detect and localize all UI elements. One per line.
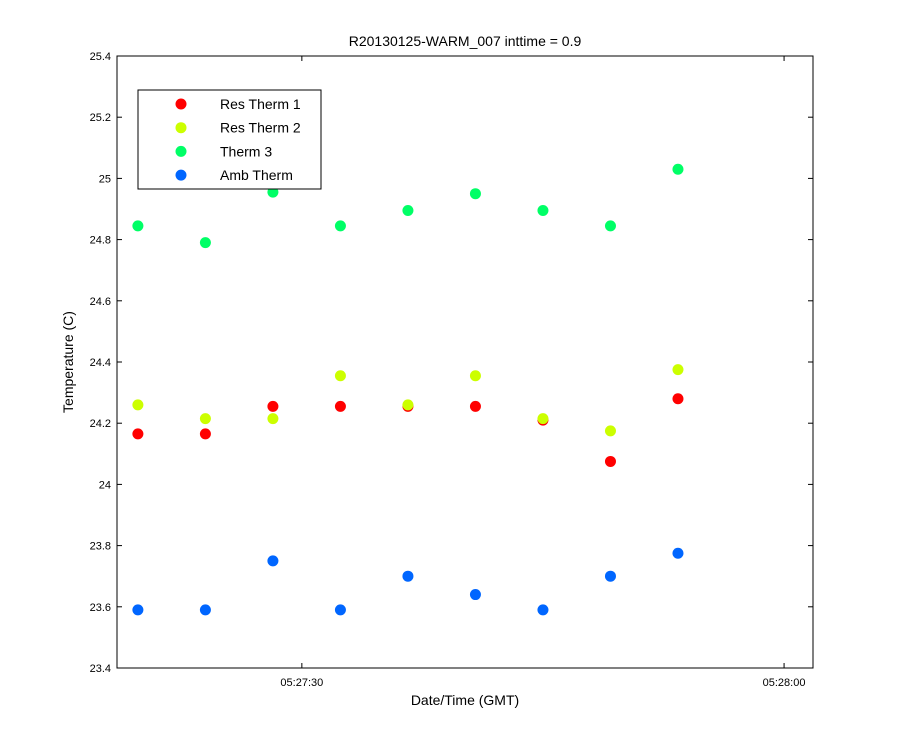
point-amb-therm (267, 555, 279, 567)
point-therm-3 (469, 188, 481, 200)
point-res-therm-1 (334, 400, 346, 412)
legend-marker-res-therm-2 (175, 122, 187, 134)
legend-marker-therm-3 (175, 145, 187, 157)
point-res-therm-2 (672, 364, 684, 376)
point-res-therm-2 (537, 413, 549, 425)
point-amb-therm (334, 604, 346, 616)
point-therm-3 (199, 237, 211, 249)
y-tick-label: 23.6 (90, 602, 111, 614)
legend-label-amb-therm: Amb Therm (220, 167, 293, 183)
legend-label-res-therm-1: Res Therm 1 (220, 96, 301, 112)
legend-marker-res-therm-1 (175, 98, 187, 110)
x-axis-label: Date/Time (GMT) (411, 692, 519, 708)
point-res-therm-1 (132, 428, 144, 440)
chart-title: R20130125-WARM_007 inttime = 0.9 (349, 33, 582, 49)
point-amb-therm (402, 570, 414, 582)
point-amb-therm (469, 589, 481, 601)
point-therm-3 (672, 163, 684, 175)
point-amb-therm (537, 604, 549, 616)
legend-label-res-therm-2: Res Therm 2 (220, 120, 301, 136)
data-points (132, 163, 684, 616)
point-res-therm-2 (604, 425, 616, 437)
point-res-therm-2 (199, 413, 211, 425)
y-axis-label: Temperature (C) (60, 311, 76, 413)
point-res-therm-1 (672, 393, 684, 405)
point-res-therm-2 (402, 399, 414, 411)
point-amb-therm (604, 570, 616, 582)
legend-label-therm-3: Therm 3 (220, 143, 272, 159)
y-tick-label: 24.2 (90, 418, 111, 430)
point-amb-therm (199, 604, 211, 616)
point-amb-therm (672, 547, 684, 559)
point-amb-therm (132, 604, 144, 616)
point-res-therm-1 (199, 428, 211, 440)
y-tick-label: 24.6 (90, 296, 111, 308)
y-tick-label: 25.2 (90, 112, 111, 124)
point-res-therm-1 (267, 400, 279, 412)
point-therm-3 (132, 220, 144, 232)
point-therm-3 (402, 205, 414, 217)
legend-marker-amb-therm (175, 169, 187, 181)
point-res-therm-2 (334, 370, 346, 382)
point-res-therm-1 (469, 400, 481, 412)
y-tick-label: 25 (99, 173, 111, 185)
y-tick-label: 23.4 (90, 663, 111, 675)
legend: Res Therm 1 Res Therm 2 Therm 3 Amb Therm (137, 89, 322, 190)
y-tick-label: 23.8 (90, 541, 111, 553)
point-res-therm-2 (469, 370, 481, 382)
point-res-therm-1 (604, 455, 616, 467)
x-tick-label: 05:28:00 (763, 677, 806, 689)
y-tick-label: 24.8 (90, 235, 111, 247)
legend-box (137, 89, 322, 190)
point-res-therm-2 (132, 399, 144, 411)
point-res-therm-2 (267, 413, 279, 425)
point-therm-3 (604, 220, 616, 232)
y-tick-label: 24.4 (90, 357, 111, 369)
x-tick-label: 05:27:30 (280, 677, 323, 689)
axes: 23.4 23.6 23.8 24 24.2 24.4 24.6 24.8 25 25.2 25.4… (90, 51, 814, 689)
point-therm-3 (334, 220, 346, 232)
y-tick-label: 25.4 (90, 51, 111, 63)
point-therm-3 (537, 205, 549, 217)
y-tick-label: 24 (99, 479, 111, 491)
